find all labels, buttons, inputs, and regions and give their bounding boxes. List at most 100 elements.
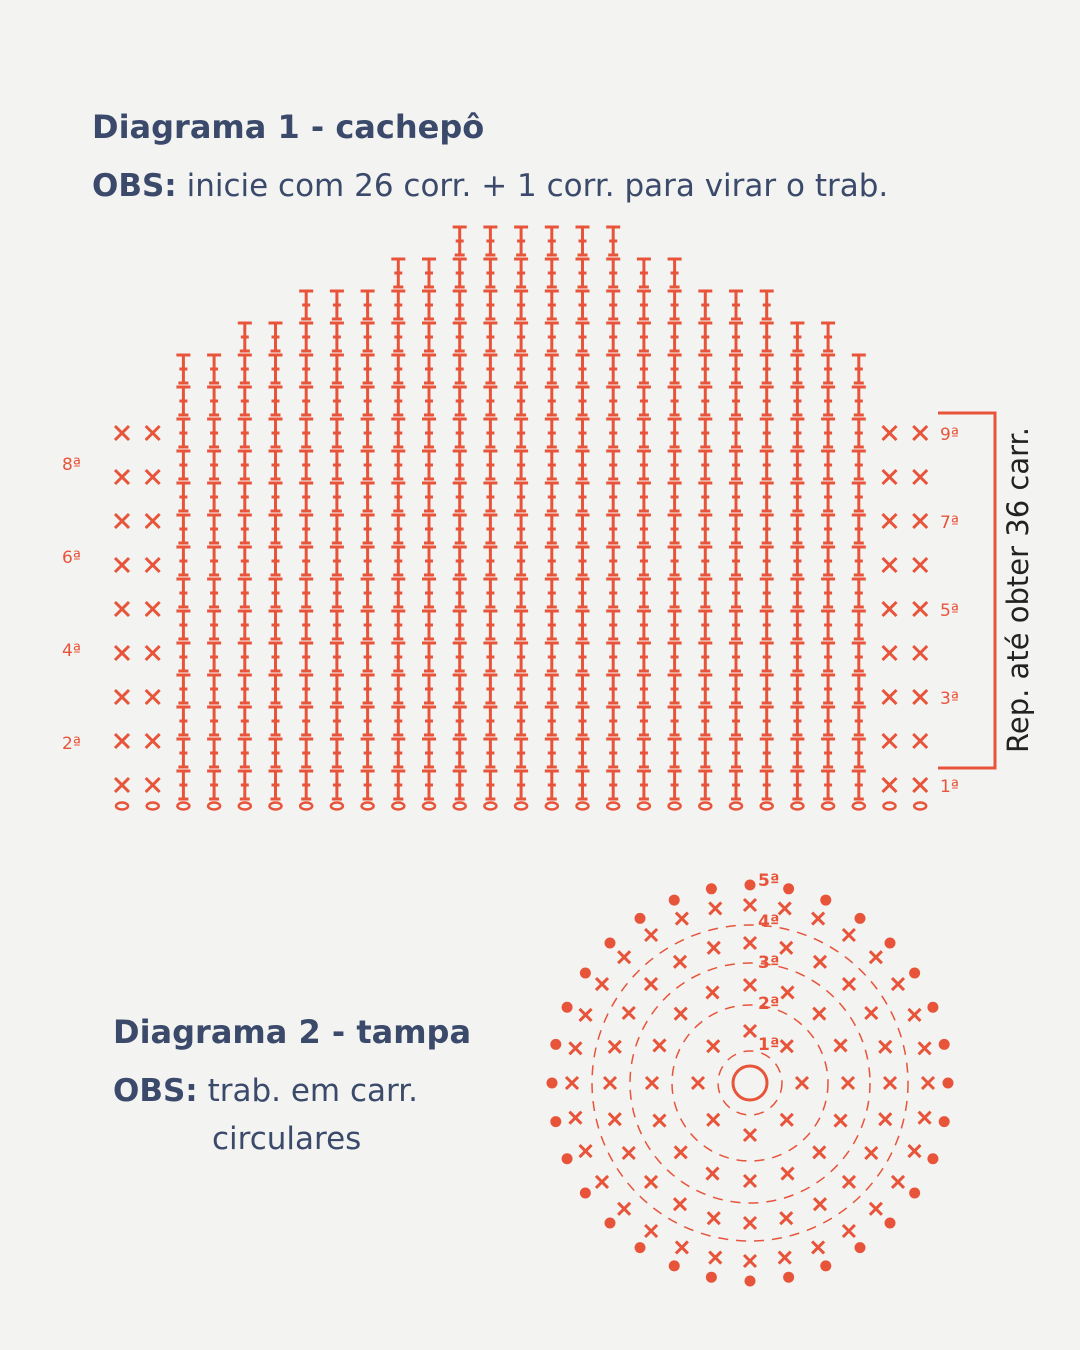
dc-stitch <box>790 577 805 609</box>
row-label: 4ª <box>62 641 81 661</box>
picot <box>854 912 866 924</box>
sc-stitch <box>617 950 632 965</box>
dc-stitch <box>729 481 743 513</box>
sc-stitch <box>144 556 161 574</box>
dc-stitch <box>790 705 805 737</box>
picot <box>927 1153 939 1165</box>
row-label: 3ª <box>940 689 959 709</box>
picot <box>938 1038 950 1050</box>
picot <box>604 1217 616 1229</box>
dc-stitch <box>698 577 713 609</box>
row-label: 5ª <box>940 601 959 621</box>
dc-stitch <box>606 769 621 801</box>
sc-stitch <box>840 1075 856 1091</box>
sc-stitch <box>617 1201 632 1216</box>
dc-stitch <box>790 449 805 481</box>
sc-stitch <box>779 1039 794 1054</box>
dc-stitch <box>729 353 743 385</box>
dc-stitch <box>698 609 713 641</box>
dc-stitch <box>268 321 283 353</box>
dc-stitch <box>636 577 651 609</box>
dc-stitch <box>575 321 590 353</box>
dc-stitch <box>606 577 621 609</box>
dc-stitch <box>544 289 559 321</box>
dc-stitch <box>422 641 436 673</box>
picot <box>744 879 756 891</box>
chain <box>483 801 498 811</box>
dc-stitch <box>483 481 498 513</box>
dc-stitch <box>606 673 621 705</box>
dc-stitch <box>514 289 529 321</box>
picot <box>884 937 896 949</box>
dc-stitch <box>759 609 774 641</box>
dc-stitch <box>729 545 743 577</box>
dc-stitch <box>299 449 314 481</box>
dc-stitch <box>575 513 590 545</box>
dc-stitch <box>821 481 836 513</box>
dc-stitch <box>667 769 682 801</box>
dc-stitch <box>360 385 375 417</box>
round-label: 2ª <box>758 994 779 1014</box>
sc-stitch <box>881 468 898 486</box>
dc-stitch <box>821 353 836 385</box>
sc-stitch <box>706 940 721 955</box>
sc-stitch <box>705 985 720 1000</box>
dc-stitch <box>667 417 682 449</box>
dc-stitch <box>237 513 252 545</box>
dc-stitch <box>606 353 621 385</box>
dc-stitch <box>821 641 836 673</box>
dc-stitch <box>636 513 651 545</box>
dc-stitch <box>329 481 344 513</box>
dc-stitch <box>851 545 866 577</box>
dc-stitch <box>452 641 467 673</box>
dc-stitch <box>207 513 222 545</box>
dc-stitch <box>790 321 805 353</box>
dc-stitch <box>636 321 651 353</box>
dc-stitch <box>237 609 252 641</box>
dc-stitch <box>452 417 467 449</box>
dc-stitch <box>299 353 314 385</box>
dc-stitch <box>299 289 314 321</box>
dc-stitch <box>299 737 314 769</box>
dc-stitch <box>391 577 406 609</box>
dc-stitch <box>544 641 559 673</box>
dc-stitch <box>698 513 713 545</box>
dc-stitch <box>422 257 436 289</box>
sc-stitch <box>594 1174 610 1189</box>
sc-stitch <box>742 977 758 993</box>
dc-stitch <box>606 481 621 513</box>
sc-stitch <box>113 468 131 486</box>
dc-stitch <box>698 289 713 321</box>
dc-stitch <box>667 513 682 545</box>
dc-stitch <box>821 769 836 801</box>
sc-stitch <box>742 1215 758 1231</box>
chain <box>237 801 253 811</box>
dc-stitch <box>452 321 467 353</box>
dc-stitch <box>698 353 713 385</box>
sc-stitch <box>742 935 758 951</box>
dc-stitch <box>268 769 283 801</box>
picot <box>927 1001 939 1013</box>
sc-stitch <box>144 688 161 706</box>
dc-stitch <box>821 417 836 449</box>
dc-stitch <box>360 353 375 385</box>
dc-stitch <box>851 705 866 737</box>
dc-stitch <box>636 737 651 769</box>
dc-stitch <box>575 705 590 737</box>
dc-stitch <box>636 545 651 577</box>
dc-stitch <box>544 769 559 801</box>
dc-stitch <box>544 385 559 417</box>
title-2: Diagrama 2 - tampa <box>113 1013 472 1051</box>
sc-stitch <box>864 1005 879 1021</box>
dc-stitch <box>329 545 344 577</box>
sc-stitch <box>578 1007 593 1022</box>
dc-stitch <box>268 481 283 513</box>
dc-stitch <box>821 385 836 417</box>
dc-stitch <box>299 641 314 673</box>
dc-stitch <box>299 513 314 545</box>
chain <box>759 801 774 811</box>
chain <box>882 801 897 811</box>
dc-stitch <box>759 673 774 705</box>
dc-stitch <box>268 449 283 481</box>
sc-stitch <box>907 1144 922 1159</box>
